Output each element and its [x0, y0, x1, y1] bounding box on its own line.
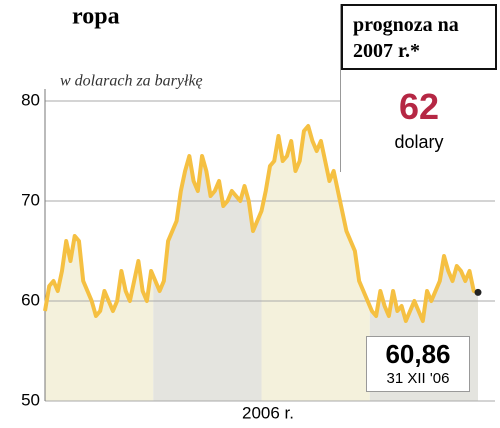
forecast-panel: prognoza na 2007 r.* 62 dolary [340, 4, 497, 172]
end-point [474, 288, 482, 296]
forecast-value: 62 [398, 86, 440, 127]
end-date-label: 31 XII '06 [386, 370, 450, 387]
chart-subtitle: w dolarach za baryłkę [60, 73, 203, 90]
x-axis-label: 2006 r. [242, 403, 294, 422]
chart-title: ropa [72, 4, 120, 30]
end-label-box: 60,86 31 XII '06 [366, 336, 470, 392]
forecast-unit: dolary [394, 132, 444, 152]
quarter-band [45, 236, 154, 401]
y-tick-label: 70 [21, 190, 40, 209]
quarter-band [261, 126, 370, 401]
y-tick-label: 80 [21, 90, 40, 109]
price-line [43, 124, 479, 323]
y-tick-label: 50 [21, 390, 40, 409]
forecast-title: prognoza na 2007 r.* [341, 4, 497, 70]
end-value-label: 60,86 [385, 339, 451, 369]
y-tick-label: 60 [21, 290, 40, 309]
quarter-band [153, 156, 262, 401]
